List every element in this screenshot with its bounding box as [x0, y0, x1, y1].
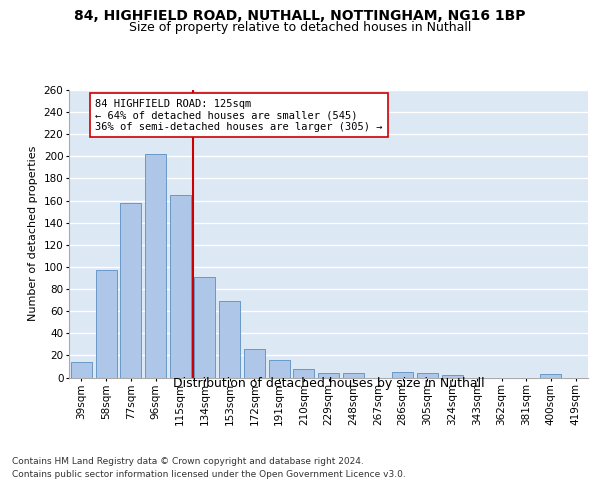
Bar [145, 154, 166, 378]
Text: Size of property relative to detached houses in Nuthall: Size of property relative to detached ho… [129, 21, 471, 34]
Bar [244, 349, 265, 378]
Bar [170, 195, 191, 378]
Bar [71, 362, 92, 378]
Bar [219, 301, 240, 378]
Bar [318, 373, 339, 378]
Bar [392, 372, 413, 378]
Bar [417, 373, 438, 378]
Text: Distribution of detached houses by size in Nuthall: Distribution of detached houses by size … [173, 378, 485, 390]
Bar [541, 374, 562, 378]
Bar [95, 270, 116, 378]
Y-axis label: Number of detached properties: Number of detached properties [28, 146, 38, 322]
Bar [442, 376, 463, 378]
Bar [343, 373, 364, 378]
Text: Contains public sector information licensed under the Open Government Licence v3: Contains public sector information licen… [12, 470, 406, 479]
Bar [194, 277, 215, 378]
Text: Contains HM Land Registry data © Crown copyright and database right 2024.: Contains HM Land Registry data © Crown c… [12, 458, 364, 466]
Text: 84 HIGHFIELD ROAD: 125sqm
← 64% of detached houses are smaller (545)
36% of semi: 84 HIGHFIELD ROAD: 125sqm ← 64% of detac… [95, 98, 382, 132]
Bar [120, 203, 141, 378]
Text: 84, HIGHFIELD ROAD, NUTHALL, NOTTINGHAM, NG16 1BP: 84, HIGHFIELD ROAD, NUTHALL, NOTTINGHAM,… [74, 9, 526, 23]
Bar [293, 368, 314, 378]
Bar [269, 360, 290, 378]
